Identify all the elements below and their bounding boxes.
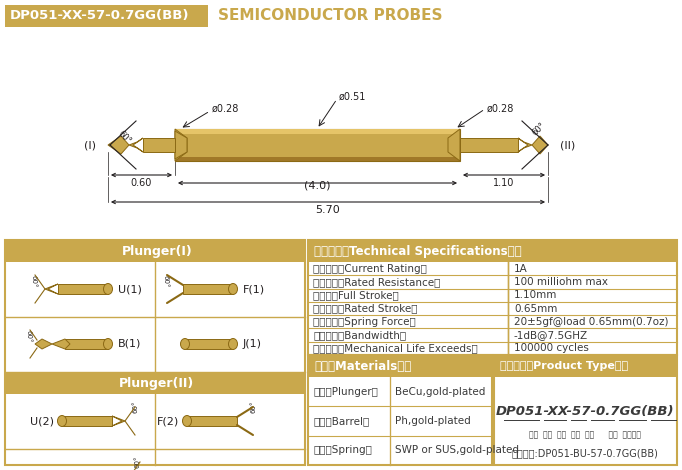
Polygon shape	[35, 339, 52, 349]
Polygon shape	[65, 339, 108, 349]
Text: 60°: 60°	[135, 456, 141, 468]
Text: ø0.28: ø0.28	[487, 104, 514, 114]
Text: ø0.51: ø0.51	[339, 92, 366, 102]
Text: 针头（Plunger）: 针头（Plunger）	[313, 387, 378, 397]
Text: 20±5gf@load 0.65mm(0.7oz): 20±5gf@load 0.65mm(0.7oz)	[514, 317, 668, 327]
Text: 额定电阻（Rated Resistance）: 额定电阻（Rated Resistance）	[313, 277, 441, 287]
Text: -1dB@7.5GHZ: -1dB@7.5GHZ	[514, 330, 588, 340]
Ellipse shape	[57, 415, 67, 426]
Text: 测试寿命（Mechanical Life Exceeds）: 测试寿命（Mechanical Life Exceeds）	[313, 344, 478, 353]
Ellipse shape	[104, 338, 113, 350]
Bar	[5, 240, 305, 465]
Text: 0.60: 0.60	[130, 178, 151, 188]
Polygon shape	[112, 416, 125, 426]
Text: Plunger(II): Plunger(II)	[119, 376, 194, 390]
Text: (II): (II)	[561, 140, 576, 150]
Text: 频率带宽（Bandwidth）: 频率带宽（Bandwidth）	[313, 330, 406, 340]
Text: F(2): F(2)	[157, 416, 179, 426]
Text: 5.70: 5.70	[316, 205, 340, 215]
Text: 60°: 60°	[25, 330, 31, 342]
Text: 针管（Barrel）: 针管（Barrel）	[313, 416, 369, 426]
Bar	[5, 240, 305, 262]
Polygon shape	[143, 138, 175, 152]
Text: ø0.28: ø0.28	[212, 104, 239, 114]
Text: 弹簧（Spring）: 弹簧（Spring）	[313, 446, 372, 455]
Text: 满行程（Full Stroke）: 满行程（Full Stroke）	[313, 290, 399, 300]
Bar	[308, 355, 492, 377]
Text: 0.65mm: 0.65mm	[514, 304, 557, 313]
Polygon shape	[448, 129, 460, 161]
Text: 100 milliohm max: 100 milliohm max	[514, 277, 608, 287]
Bar	[308, 240, 677, 355]
Polygon shape	[460, 138, 518, 152]
Polygon shape	[187, 416, 237, 426]
Text: 1.10mm: 1.10mm	[514, 290, 557, 300]
Ellipse shape	[228, 338, 237, 350]
Text: F(1): F(1)	[243, 284, 265, 294]
Text: DP051-XX-57-0.7GG(BB): DP051-XX-57-0.7GG(BB)	[10, 9, 190, 23]
Text: DP051-XX-57-0.7GG(BB): DP051-XX-57-0.7GG(BB)	[496, 406, 674, 418]
Ellipse shape	[104, 283, 113, 295]
Polygon shape	[532, 136, 548, 154]
Text: 60°: 60°	[30, 275, 36, 287]
Polygon shape	[108, 136, 129, 154]
Polygon shape	[175, 131, 187, 159]
Text: J(1): J(1)	[243, 339, 262, 349]
Polygon shape	[52, 339, 70, 349]
Text: 系列  规格  头型  总长  弹力      镀金  针头材质: 系列 规格 头型 总长 弹力 镀金 针头材质	[529, 430, 641, 439]
Text: U(1): U(1)	[118, 284, 142, 294]
Bar	[5, 5, 208, 27]
Text: 成品型号（Product Type）：: 成品型号（Product Type）：	[500, 361, 628, 371]
Text: 额定电流（Current Rating）: 额定电流（Current Rating）	[313, 264, 427, 274]
Text: 60°: 60°	[250, 401, 256, 413]
Polygon shape	[518, 138, 532, 152]
Polygon shape	[45, 284, 58, 294]
Ellipse shape	[183, 415, 192, 426]
Text: B(1): B(1)	[118, 339, 141, 349]
Polygon shape	[58, 284, 108, 294]
Polygon shape	[175, 129, 460, 161]
Polygon shape	[175, 129, 187, 161]
Text: 60°: 60°	[162, 275, 168, 287]
Bar	[494, 355, 677, 377]
Text: BeCu,gold-plated: BeCu,gold-plated	[395, 387, 486, 397]
Text: (4.0): (4.0)	[303, 180, 330, 190]
Text: 60°: 60°	[116, 129, 133, 145]
Polygon shape	[185, 339, 233, 349]
Text: U(2): U(2)	[30, 416, 54, 426]
Polygon shape	[129, 138, 143, 152]
Text: SWP or SUS,gold-plated: SWP or SUS,gold-plated	[395, 446, 519, 455]
Text: 1A: 1A	[514, 264, 528, 274]
Bar	[494, 355, 677, 465]
Polygon shape	[175, 129, 460, 134]
Text: Plunger(I): Plunger(I)	[121, 244, 192, 258]
Text: 额定行程（Rated Stroke）: 额定行程（Rated Stroke）	[313, 304, 417, 313]
Text: 材质（Materials）：: 材质（Materials）：	[314, 360, 411, 373]
Text: 1.10: 1.10	[493, 178, 515, 188]
Polygon shape	[175, 157, 460, 161]
Text: SEMICONDUCTOR PROBES: SEMICONDUCTOR PROBES	[218, 8, 443, 24]
Bar	[5, 372, 305, 394]
Text: Ph,gold-plated: Ph,gold-plated	[395, 416, 471, 426]
Bar	[308, 355, 492, 465]
Text: (I): (I)	[84, 140, 96, 150]
Polygon shape	[62, 416, 112, 426]
Ellipse shape	[228, 283, 237, 295]
Text: 订购举例:DP051-BU-57-0.7GG(BB): 订购举例:DP051-BU-57-0.7GG(BB)	[512, 448, 658, 458]
Text: 60°: 60°	[132, 401, 138, 413]
Text: 额定弹力（Spring Force）: 额定弹力（Spring Force）	[313, 317, 416, 327]
Bar	[308, 240, 677, 262]
Polygon shape	[183, 284, 233, 294]
Ellipse shape	[181, 338, 190, 350]
Text: 技术要求（Technical Specifications）：: 技术要求（Technical Specifications）：	[314, 244, 522, 258]
Text: 100000 cycles: 100000 cycles	[514, 344, 589, 353]
Text: 60°: 60°	[530, 121, 547, 137]
